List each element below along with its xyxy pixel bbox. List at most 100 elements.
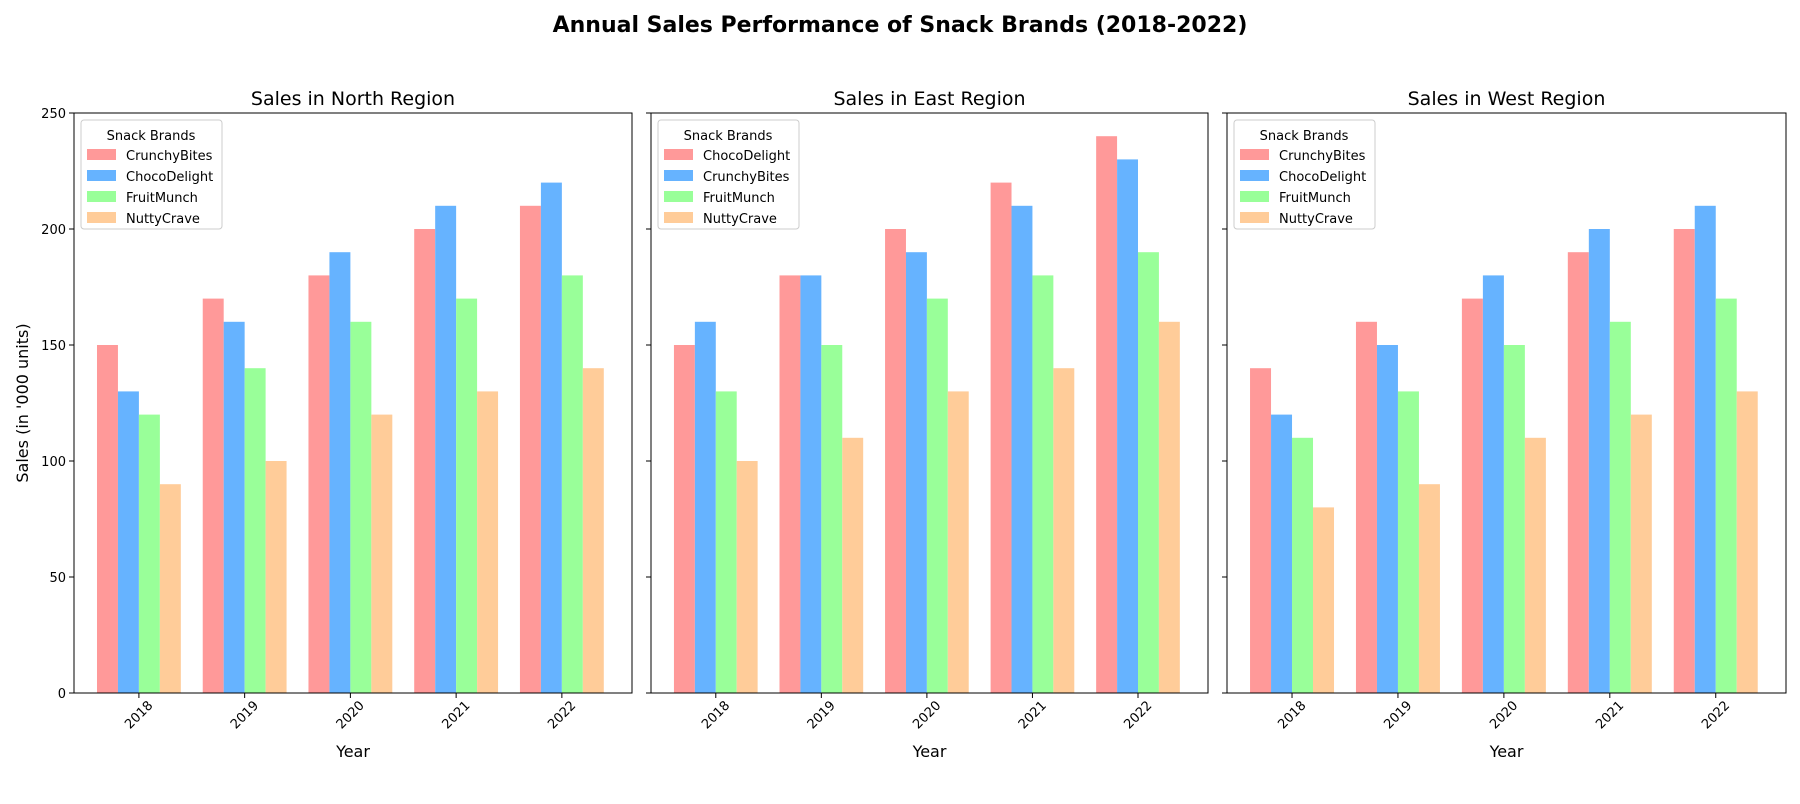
panel-1-bar	[308, 275, 330, 693]
panel-3-x-tick-label: 2020	[1487, 698, 1521, 732]
panel-3-bar	[1313, 507, 1335, 693]
panel-1-y-tick-label: 150	[41, 339, 66, 354]
panel-3-x-axis-label: Year	[1489, 742, 1524, 761]
panel-2-bar	[947, 391, 969, 693]
panel-3-bar	[1461, 298, 1483, 693]
panel-1-bar	[223, 321, 245, 693]
panel-1-x-tick-label: 2020	[334, 698, 368, 732]
panel-2-legend-swatch	[664, 170, 693, 181]
panel-3-legend-box	[1233, 119, 1376, 230]
panel-2-bar	[779, 275, 801, 693]
panel-1-bar	[540, 182, 562, 693]
panel-2-bar	[905, 252, 927, 693]
panel-1-y-axis-label: Sales (in '000 units)	[13, 323, 32, 482]
panel-3-bar	[1673, 229, 1695, 693]
panel-3-bar	[1397, 391, 1419, 693]
panel-3-bar	[1715, 298, 1737, 693]
panel-2-legend-label: ChocoDelight	[703, 149, 790, 164]
panel-1-legend-label: CrunchyBites	[126, 149, 213, 164]
panel-1-bar	[350, 321, 372, 693]
panel-3-title: Sales in West Region	[1408, 88, 1606, 110]
panel-1-y-tick-label: 50	[49, 571, 66, 586]
panel-2-title: Sales in East Region	[833, 88, 1025, 110]
panel-3-x-tick-label: 2018	[1275, 698, 1309, 732]
panel-2-bar	[736, 461, 758, 693]
panel-1-y-tick-label: 200	[41, 223, 66, 238]
panel-2-bar	[1096, 136, 1118, 693]
panel-2-legend-box	[657, 119, 800, 230]
panel-3-x-tick-label: 2019	[1381, 698, 1415, 732]
panel-1-bar	[202, 298, 224, 693]
panel-3-bar	[1736, 391, 1758, 693]
panel-1-bar	[159, 484, 181, 693]
panel-2-bar	[990, 182, 1012, 693]
panel-1-legend-title: Snack Brands	[107, 129, 196, 144]
figure-title: Annual Sales Performance of Snack Brands…	[553, 13, 1248, 38]
panel-3-bar	[1609, 321, 1631, 693]
panel-1-bar	[96, 345, 118, 693]
panel-2-bar	[842, 437, 864, 693]
panel-3-legend-label: FruitMunch	[1279, 191, 1351, 206]
panel-3-legend-title: Snack Brands	[1260, 129, 1349, 144]
panel-1-x-tick-label: 2019	[228, 698, 262, 732]
panel-2-x-tick-label: 2018	[699, 698, 733, 732]
panel-2-axes-frame	[650, 112, 1209, 694]
panel-3-bar	[1524, 437, 1546, 693]
panel-3-bar	[1418, 484, 1440, 693]
panel-1-bar	[138, 414, 160, 693]
panel-3-bar	[1482, 275, 1504, 693]
panel-3-legend-label: ChocoDelight	[1279, 170, 1366, 185]
panel-1-bar	[477, 391, 499, 693]
panel-1-legend-box	[80, 119, 223, 230]
panel-2-legend-label: FruitMunch	[703, 191, 775, 206]
panel-3-bar	[1588, 229, 1610, 693]
panel-1-bar	[582, 368, 604, 693]
panel-3-bar	[1503, 345, 1525, 693]
panel-2-legend-swatch	[664, 191, 693, 202]
panel-2-x-tick-label: 2019	[805, 698, 839, 732]
panel-1-legend-swatch	[87, 191, 116, 202]
panel-2-bar	[926, 298, 948, 693]
panel-1-legend-label: FruitMunch	[126, 191, 198, 206]
panel-1-legend-label: NuttyCrave	[126, 212, 200, 227]
panel-2-bar	[1011, 205, 1033, 694]
panel-3-bar	[1630, 414, 1652, 693]
panel-2-bar	[821, 345, 843, 693]
panel-2-bar	[1053, 368, 1075, 693]
panel-2-bar	[1117, 159, 1138, 693]
panel-1-bar	[371, 414, 393, 693]
panel-1-y-tick-label: 0	[58, 687, 66, 702]
panel-3-x-tick-label: 2022	[1699, 698, 1733, 732]
panel-3-x-tick-label: 2021	[1593, 698, 1627, 732]
panel-2-bar	[1138, 252, 1159, 693]
panel-3-bar	[1376, 345, 1398, 693]
panel-1-legend-swatch	[87, 170, 116, 181]
panel-3-legend-label: NuttyCrave	[1279, 212, 1353, 227]
panel-2-x-tick-label: 2022	[1121, 698, 1155, 732]
panel-3-bar	[1271, 414, 1293, 693]
panel-1-y-tick-label: 100	[41, 455, 66, 470]
panel-2-legend-swatch	[664, 212, 693, 223]
panel-1-bar	[561, 275, 583, 693]
panel-1-bar	[519, 205, 541, 694]
panel-3-bar	[1567, 252, 1589, 693]
panel-2-legend-label: NuttyCrave	[703, 212, 777, 227]
panel-3-bar	[1250, 368, 1272, 693]
panel-1-legend-label: ChocoDelight	[126, 170, 213, 185]
panel-1-bar	[117, 391, 139, 693]
panel-1-axes-frame	[73, 112, 633, 694]
panel-2-legend-label: CrunchyBites	[703, 170, 790, 185]
panel-3-legend-swatch	[1240, 149, 1269, 160]
panel-3-bar	[1292, 437, 1314, 693]
panel-1-x-tick-label: 2018	[122, 698, 156, 732]
panel-3-bar	[1694, 205, 1716, 694]
panel-1-legend-swatch	[87, 149, 116, 160]
panel-1-x-tick-label: 2022	[545, 698, 579, 732]
panel-2-bar	[1158, 321, 1180, 693]
panel-2-bar	[694, 321, 716, 693]
panel-2-x-tick-label: 2021	[1016, 698, 1050, 732]
panel-1-bar	[456, 298, 478, 693]
panel-1-title: Sales in North Region	[251, 88, 455, 110]
